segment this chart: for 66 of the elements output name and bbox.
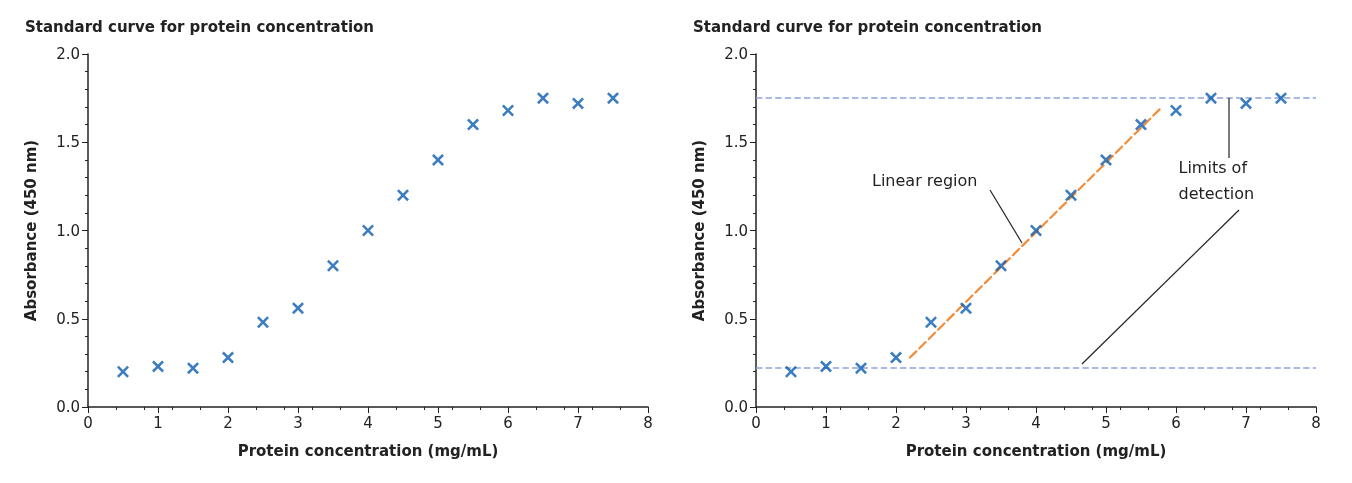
x-tick-label: 8 <box>1311 413 1321 432</box>
x-tick-label: 6 <box>1171 413 1181 432</box>
x-tick-label: 0 <box>83 413 93 432</box>
point <box>467 118 479 131</box>
point <box>292 302 304 315</box>
point <box>995 259 1007 272</box>
point <box>1030 224 1042 237</box>
x-tick-label: 3 <box>961 413 971 432</box>
x-tick-label: 5 <box>433 413 443 432</box>
point <box>1065 189 1077 202</box>
x-tick-label: 8 <box>643 413 653 432</box>
x-tick-label: 4 <box>363 413 373 432</box>
x-tick-label: 4 <box>1031 413 1041 432</box>
y-tick-label: 0.5 <box>724 309 748 328</box>
point <box>327 259 339 272</box>
point <box>117 365 129 378</box>
y-tick-label: 1.5 <box>56 133 80 152</box>
y-tick-label: 1.0 <box>56 221 80 240</box>
x-tick-label: 7 <box>1241 413 1251 432</box>
y-axis-title: Absorbance (450 nm) <box>689 139 708 322</box>
point <box>960 302 972 315</box>
point <box>222 351 234 364</box>
y-axis-title: Absorbance (450 nm) <box>21 139 40 322</box>
x-tick-label: 1 <box>153 413 163 432</box>
y-tick-label: 2.0 <box>56 45 80 63</box>
point <box>785 365 797 378</box>
point <box>362 224 374 237</box>
chart-title: Standard curve for protein concentration <box>25 17 375 36</box>
point <box>502 104 514 117</box>
point <box>1100 153 1112 166</box>
point <box>432 153 444 166</box>
point <box>1170 104 1182 117</box>
y-tick-label: 1.5 <box>724 133 748 152</box>
point <box>855 362 867 375</box>
point <box>187 362 199 375</box>
y-tick-label: 0.0 <box>56 398 80 416</box>
x-tick-label: 1 <box>821 413 831 432</box>
annotation: Linear region <box>872 171 978 191</box>
point <box>925 316 937 329</box>
x-tick-label: 5 <box>1101 413 1111 432</box>
point <box>607 92 619 105</box>
x-tick-label: 6 <box>503 413 513 432</box>
point <box>1205 92 1217 105</box>
point <box>1135 118 1147 131</box>
point <box>257 316 269 329</box>
y-tick-label: 1.0 <box>724 221 748 240</box>
y-tick-label: 0.5 <box>56 309 80 328</box>
point <box>397 189 409 202</box>
x-tick-label: 2 <box>891 413 901 432</box>
point <box>1240 97 1252 110</box>
x-tick-label: 7 <box>573 413 583 432</box>
x-tick-label: 3 <box>293 413 303 432</box>
point <box>1275 92 1287 105</box>
x-axis-title: Protein concentration (mg/mL) <box>237 441 499 460</box>
point <box>820 360 832 373</box>
y-tick-label: 0.0 <box>724 398 748 416</box>
point <box>890 351 902 364</box>
annotation: Limits of detection <box>1178 157 1255 203</box>
point <box>572 97 584 110</box>
x-tick-label: 2 <box>223 413 233 432</box>
x-tick-label: 0 <box>751 413 761 432</box>
y-tick-label: 2.0 <box>724 45 748 63</box>
point <box>152 360 164 373</box>
chart-title: Standard curve for protein concentration <box>693 17 1043 36</box>
point <box>537 92 549 105</box>
x-axis-title: Protein concentration (mg/mL) <box>905 441 1167 460</box>
